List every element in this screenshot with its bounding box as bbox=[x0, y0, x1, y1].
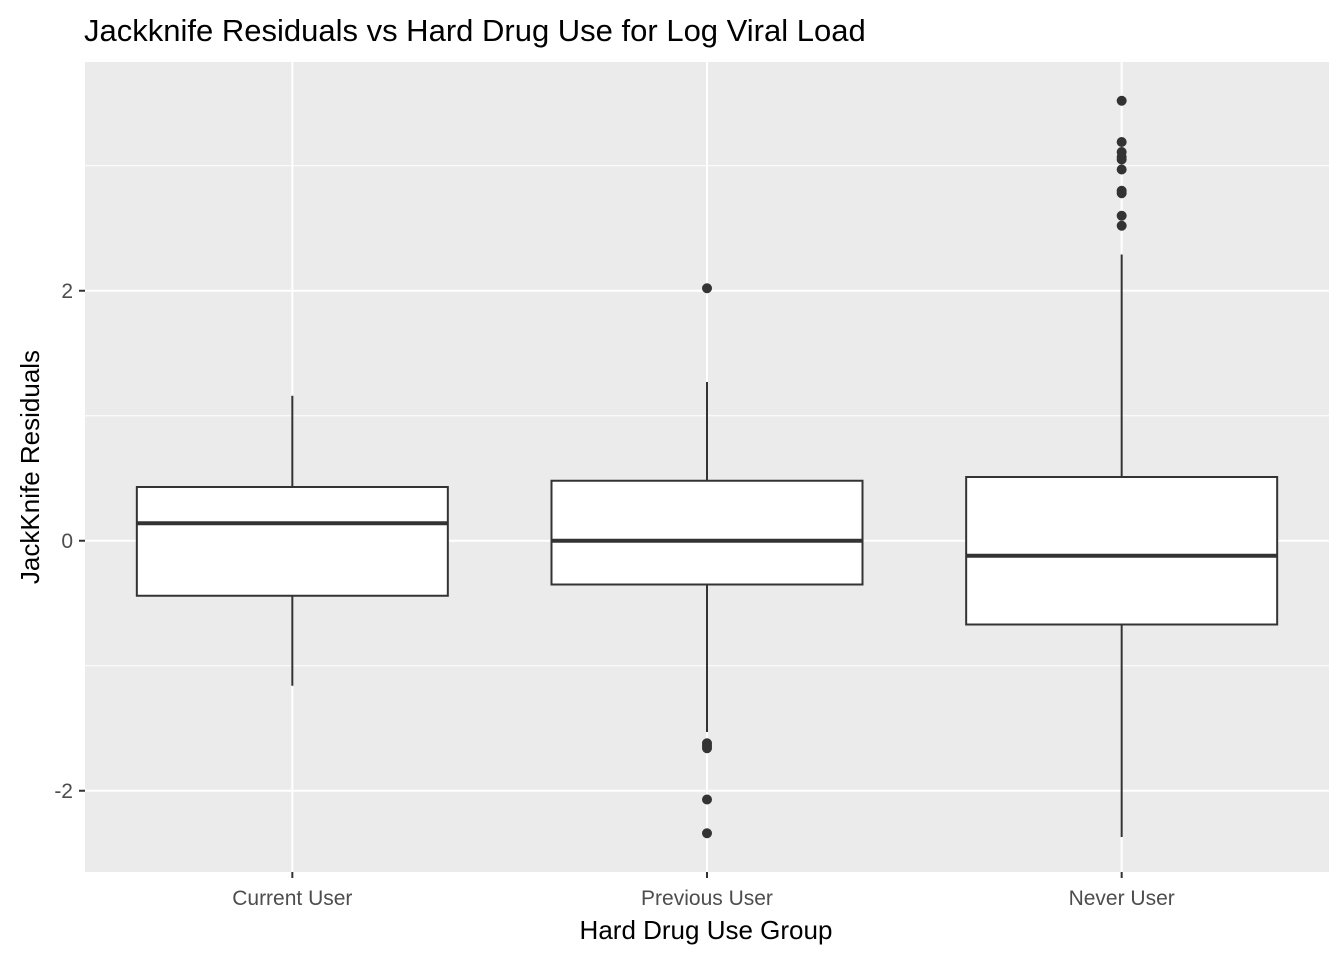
outlier-point bbox=[1116, 95, 1127, 106]
outlier-point bbox=[1116, 137, 1127, 147]
boxplot-never-user bbox=[965, 95, 1279, 837]
outlier-point bbox=[702, 828, 712, 839]
y-tick-label: -2 bbox=[54, 780, 73, 803]
x-axis: Current User Previous User Never User bbox=[232, 872, 1175, 910]
outlier-point bbox=[702, 794, 712, 805]
box bbox=[550, 479, 864, 586]
outlier-point bbox=[702, 283, 712, 294]
boxplot-current-user bbox=[135, 395, 449, 686]
outlier-point bbox=[1116, 164, 1127, 175]
chart-title: Jackknife Residuals vs Hard Drug Use for… bbox=[84, 13, 866, 48]
outlier-point bbox=[1116, 220, 1127, 231]
box bbox=[965, 476, 1279, 626]
x-axis-title: Hard Drug Use Group bbox=[580, 915, 833, 945]
x-tick-label: Never User bbox=[1069, 887, 1175, 910]
y-tick-label: 0 bbox=[61, 530, 73, 553]
outlier-point bbox=[1116, 154, 1127, 165]
x-tick-label: Current User bbox=[232, 887, 352, 910]
outlier-point bbox=[1116, 188, 1127, 199]
y-axis-title: JackKnife Residuals bbox=[15, 350, 45, 584]
x-tick-label: Previous User bbox=[641, 887, 773, 910]
boxplots bbox=[135, 95, 1279, 839]
y-tick-label: 2 bbox=[61, 280, 73, 303]
boxplot-previous-user bbox=[550, 283, 864, 839]
outlier-point bbox=[1116, 210, 1127, 221]
outlier-point bbox=[702, 743, 712, 754]
box bbox=[135, 486, 449, 597]
y-axis: -2 0 2 bbox=[54, 280, 85, 803]
